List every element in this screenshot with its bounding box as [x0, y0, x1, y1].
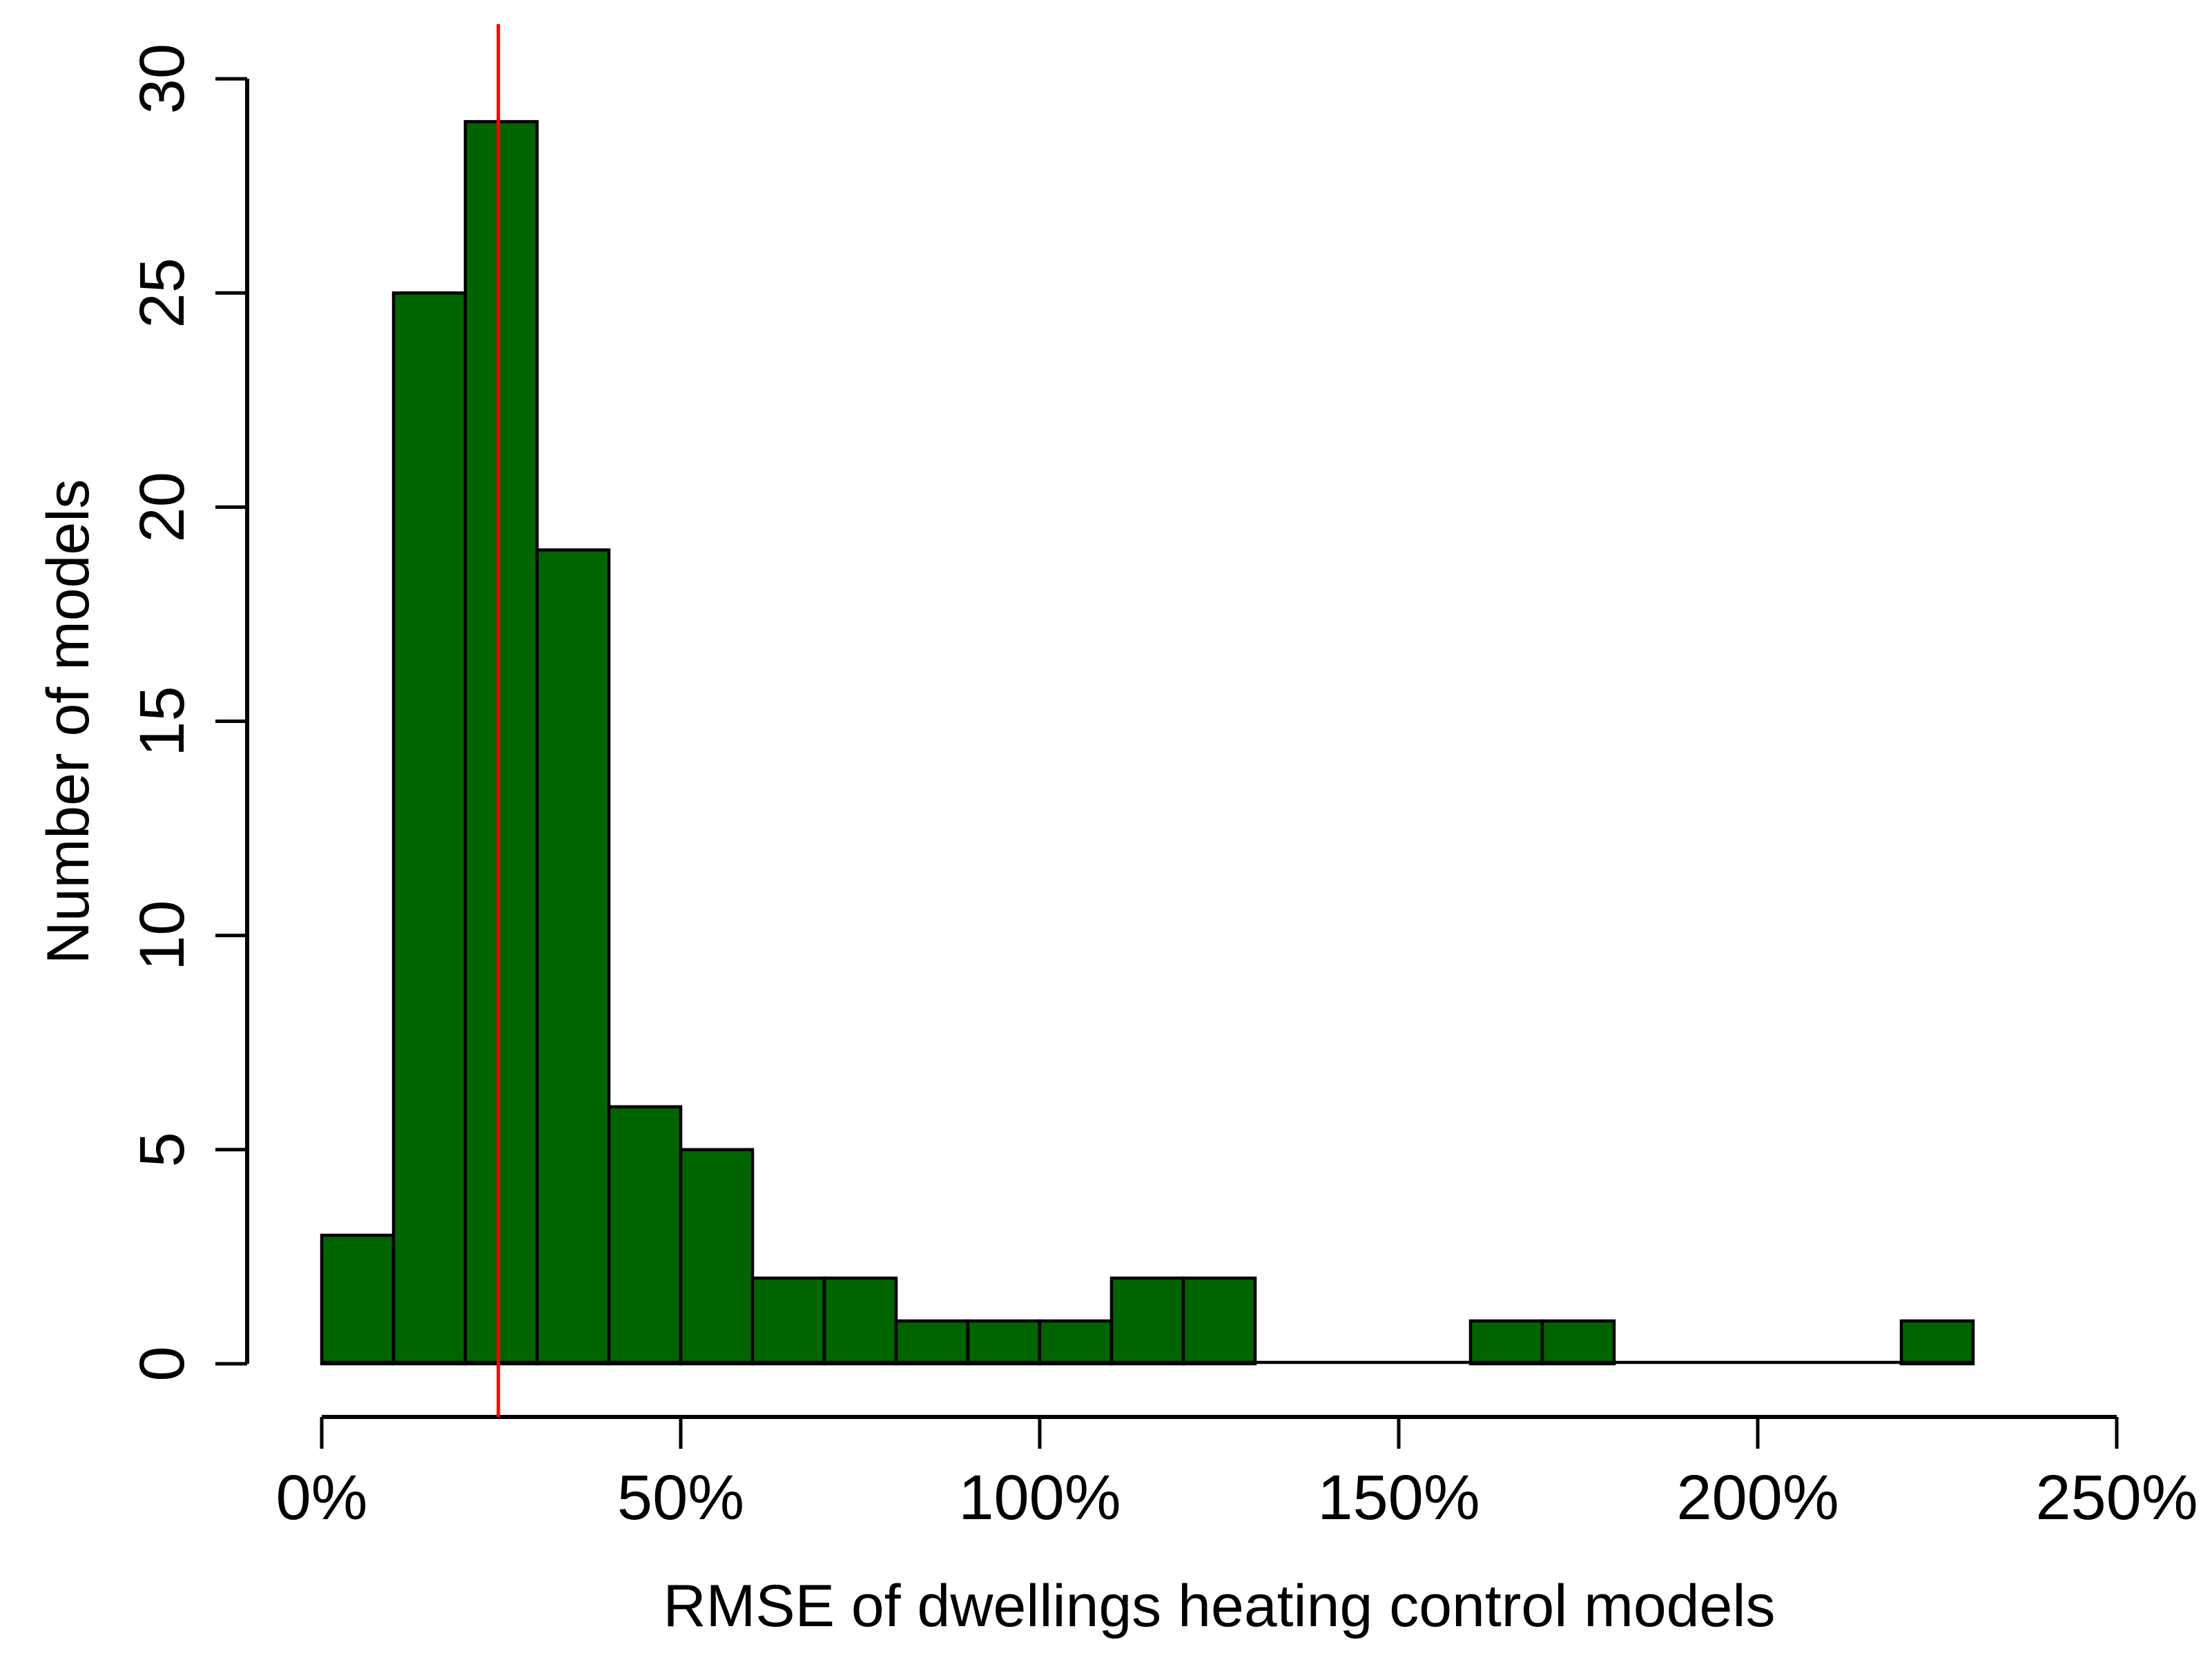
x-tick-label: 150%	[1317, 1463, 1479, 1533]
histogram-bar	[320, 1233, 396, 1366]
y-tick-label: 5	[127, 1132, 197, 1167]
x-axis-title: RMSE of dwellings heating control models	[663, 1573, 1776, 1639]
x-tick-label: 0%	[276, 1463, 368, 1533]
histogram-bar	[1181, 1276, 1257, 1366]
tick-labels-group: 0 5 10 15 20 25 30 0% 50% 100% 150% 200% 250%	[127, 44, 2198, 1533]
histogram-bar	[607, 1105, 683, 1366]
y-tick-label: 20	[127, 472, 197, 542]
y-axis-title: Number of models	[35, 479, 101, 965]
y-tick-label: 30	[127, 44, 197, 114]
y-tick-label: 15	[127, 686, 197, 756]
y-tick-label: 0	[127, 1346, 197, 1381]
histogram-bar	[1540, 1319, 1616, 1366]
histogram-bar	[391, 291, 467, 1366]
y-tick-label: 25	[127, 258, 197, 328]
histogram-bar	[1468, 1319, 1544, 1366]
bars-group	[320, 119, 1975, 1366]
histogram-bar	[463, 119, 539, 1366]
x-tick-label: 100%	[958, 1463, 1120, 1533]
x-tick-label: 200%	[1676, 1463, 1839, 1533]
histogram-bar	[1899, 1319, 1975, 1366]
histogram-bar	[535, 548, 611, 1366]
axes-group	[215, 77, 2119, 1449]
x-tick-label: 250%	[2035, 1463, 2198, 1533]
histogram-bar	[750, 1276, 826, 1366]
histogram-bar	[894, 1319, 970, 1366]
histogram-bar	[679, 1148, 755, 1366]
histogram-bar	[966, 1319, 1042, 1366]
histogram-bar	[822, 1276, 898, 1366]
y-tick-label: 10	[127, 900, 197, 971]
histogram-bar	[1109, 1276, 1185, 1366]
x-tick-label: 50%	[617, 1463, 744, 1533]
histogram-bar	[1038, 1319, 1114, 1366]
